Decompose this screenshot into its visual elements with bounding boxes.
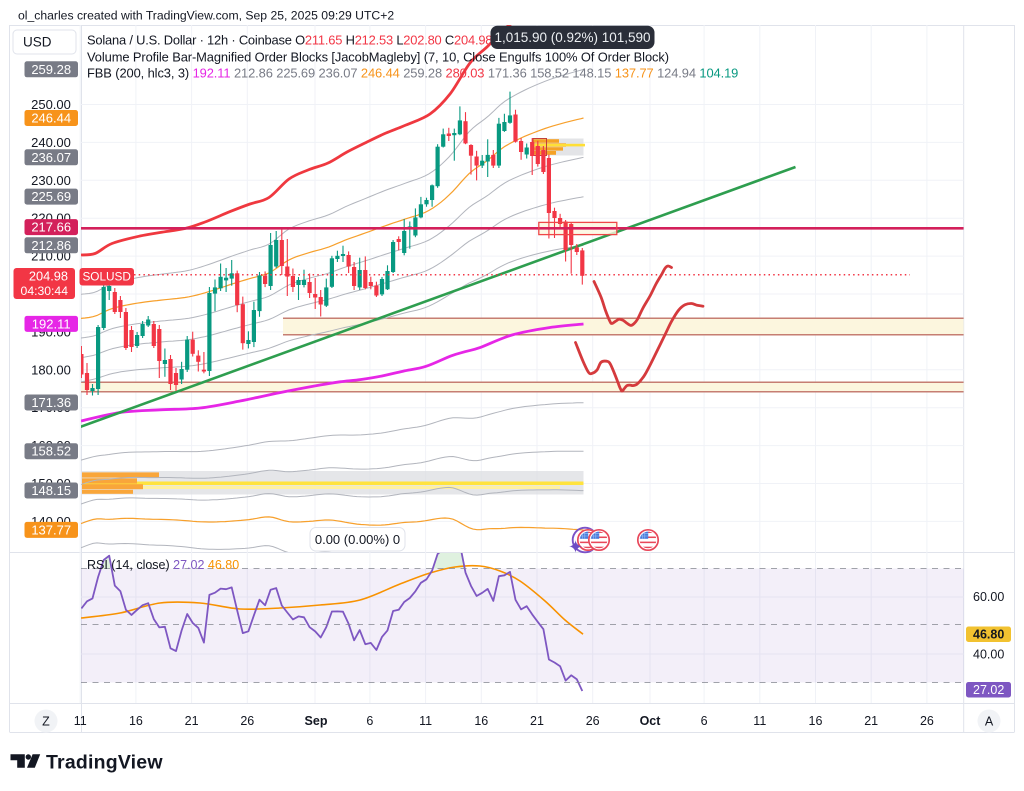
svg-text:192.11: 192.11 <box>32 316 71 331</box>
svg-text:✦: ✦ <box>568 537 583 557</box>
svg-text:SOLUSD: SOLUSD <box>82 270 131 284</box>
svg-text:204.98: 204.98 <box>29 269 68 284</box>
svg-text:11: 11 <box>753 714 766 728</box>
svg-text:236.07: 236.07 <box>31 150 71 165</box>
svg-text:11: 11 <box>74 714 87 728</box>
svg-text:1,015.90 (0.92%) 101,590: 1,015.90 (0.92%) 101,590 <box>494 30 650 45</box>
svg-text:26: 26 <box>586 714 600 728</box>
svg-text:USD: USD <box>23 35 52 50</box>
svg-text:11: 11 <box>419 714 432 728</box>
svg-text:148.15: 148.15 <box>31 483 71 498</box>
svg-text:21: 21 <box>530 714 544 728</box>
svg-text:250.00: 250.00 <box>31 97 71 112</box>
svg-text:16: 16 <box>809 714 823 728</box>
svg-text:212.86: 212.86 <box>31 238 71 253</box>
svg-text:RSI (14, close) 27.02 46.80: RSI (14, close) 27.02 46.80 <box>87 558 239 572</box>
svg-text:6: 6 <box>701 714 708 728</box>
svg-text:TradingView: TradingView <box>46 752 163 774</box>
svg-text:A: A <box>985 715 994 729</box>
svg-text:27.02: 27.02 <box>973 683 1004 697</box>
svg-text:137.77: 137.77 <box>31 522 71 537</box>
svg-text:225.69: 225.69 <box>31 189 71 204</box>
svg-text:Oct: Oct <box>640 714 662 728</box>
svg-text:246.44: 246.44 <box>31 111 71 126</box>
svg-text:6: 6 <box>366 714 373 728</box>
svg-text:Sep: Sep <box>305 714 328 728</box>
svg-text:Z: Z <box>42 715 50 729</box>
svg-text:259.28: 259.28 <box>31 62 71 77</box>
svg-text:60.00: 60.00 <box>973 590 1004 604</box>
svg-text:0.00 (0.00%) 0: 0.00 (0.00%) 0 <box>315 532 400 547</box>
svg-text:FBB (200, hlc3, 3) 192.11 212.: FBB (200, hlc3, 3) 192.11 212.86 225.69 … <box>87 66 738 81</box>
svg-text:21: 21 <box>864 714 878 728</box>
svg-text:16: 16 <box>474 714 488 728</box>
svg-text:46.80: 46.80 <box>973 628 1004 642</box>
svg-text:171.36: 171.36 <box>31 395 71 410</box>
svg-text:158.52: 158.52 <box>31 444 71 459</box>
svg-text:230.00: 230.00 <box>31 173 71 188</box>
svg-text:240.00: 240.00 <box>31 135 71 150</box>
svg-text:26: 26 <box>240 714 254 728</box>
svg-text:Volume Profile Bar-Magnified O: Volume Profile Bar-Magnified Order Block… <box>87 50 669 65</box>
svg-text:21: 21 <box>185 714 199 728</box>
svg-text:40.00: 40.00 <box>973 648 1004 662</box>
svg-text:217.66: 217.66 <box>31 220 71 235</box>
svg-text:16: 16 <box>129 714 143 728</box>
svg-text:ol_charles created with Tradin: ol_charles created with TradingView.com,… <box>18 9 394 23</box>
svg-text:26: 26 <box>920 714 934 728</box>
svg-text:04:30:44: 04:30:44 <box>21 284 69 298</box>
svg-text:180.00: 180.00 <box>31 362 71 377</box>
